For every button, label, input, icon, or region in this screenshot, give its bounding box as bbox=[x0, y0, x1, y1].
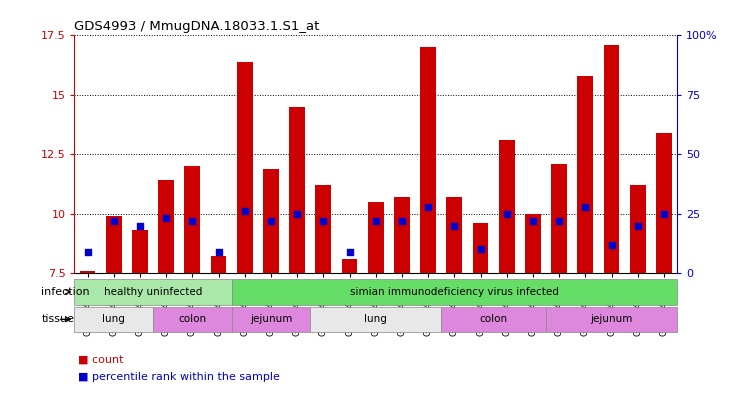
Point bbox=[449, 222, 461, 229]
Point bbox=[606, 241, 618, 248]
Point bbox=[422, 204, 434, 210]
Point bbox=[213, 249, 225, 255]
Bar bbox=[211, 257, 226, 273]
Bar bbox=[394, 197, 410, 273]
Point bbox=[396, 218, 408, 224]
Bar bbox=[132, 230, 148, 273]
Bar bbox=[74, 279, 231, 305]
Bar bbox=[153, 307, 231, 332]
Bar bbox=[74, 307, 153, 332]
Bar bbox=[289, 107, 305, 273]
Bar bbox=[603, 45, 620, 273]
Point bbox=[265, 218, 277, 224]
Point bbox=[527, 218, 539, 224]
Bar bbox=[185, 166, 200, 273]
Point bbox=[554, 218, 565, 224]
Point bbox=[82, 249, 94, 255]
Point bbox=[160, 215, 172, 222]
Bar bbox=[106, 216, 121, 273]
Text: GDS4993 / MmugDNA.18033.1.S1_at: GDS4993 / MmugDNA.18033.1.S1_at bbox=[74, 20, 320, 33]
Point bbox=[475, 246, 487, 252]
Bar bbox=[231, 307, 310, 332]
Bar bbox=[525, 214, 541, 273]
Bar bbox=[546, 307, 677, 332]
Text: lung: lung bbox=[365, 314, 387, 324]
Point bbox=[501, 211, 513, 217]
Bar bbox=[237, 62, 252, 273]
Point bbox=[632, 222, 644, 229]
Bar bbox=[368, 202, 384, 273]
Bar bbox=[341, 259, 357, 273]
Point bbox=[580, 204, 591, 210]
Bar bbox=[551, 164, 567, 273]
Text: tissue: tissue bbox=[41, 314, 74, 324]
Bar bbox=[80, 271, 95, 273]
Text: infection: infection bbox=[41, 287, 90, 297]
Bar bbox=[420, 47, 436, 273]
Text: lung: lung bbox=[102, 314, 125, 324]
Bar bbox=[310, 307, 441, 332]
Bar bbox=[158, 180, 174, 273]
Bar bbox=[656, 133, 672, 273]
Point bbox=[186, 218, 198, 224]
Point bbox=[134, 222, 146, 229]
Bar bbox=[441, 307, 546, 332]
Text: ■ count: ■ count bbox=[78, 354, 124, 365]
Bar bbox=[263, 169, 279, 273]
Bar bbox=[231, 279, 677, 305]
Text: colon: colon bbox=[480, 314, 507, 324]
Point bbox=[108, 218, 120, 224]
Point bbox=[291, 211, 303, 217]
Text: ■ percentile rank within the sample: ■ percentile rank within the sample bbox=[78, 372, 280, 382]
Bar bbox=[499, 140, 515, 273]
Text: colon: colon bbox=[179, 314, 206, 324]
Bar bbox=[315, 185, 331, 273]
Text: jejunum: jejunum bbox=[590, 314, 632, 324]
Bar bbox=[630, 185, 646, 273]
Point bbox=[344, 249, 356, 255]
Text: healthy uninfected: healthy uninfected bbox=[104, 287, 202, 297]
Point bbox=[318, 218, 330, 224]
Point bbox=[239, 208, 251, 215]
Text: jejunum: jejunum bbox=[250, 314, 292, 324]
Bar bbox=[472, 223, 488, 273]
Point bbox=[370, 218, 382, 224]
Bar bbox=[446, 197, 462, 273]
Text: simian immunodeficiency virus infected: simian immunodeficiency virus infected bbox=[350, 287, 559, 297]
Bar bbox=[577, 76, 593, 273]
Point bbox=[658, 211, 670, 217]
